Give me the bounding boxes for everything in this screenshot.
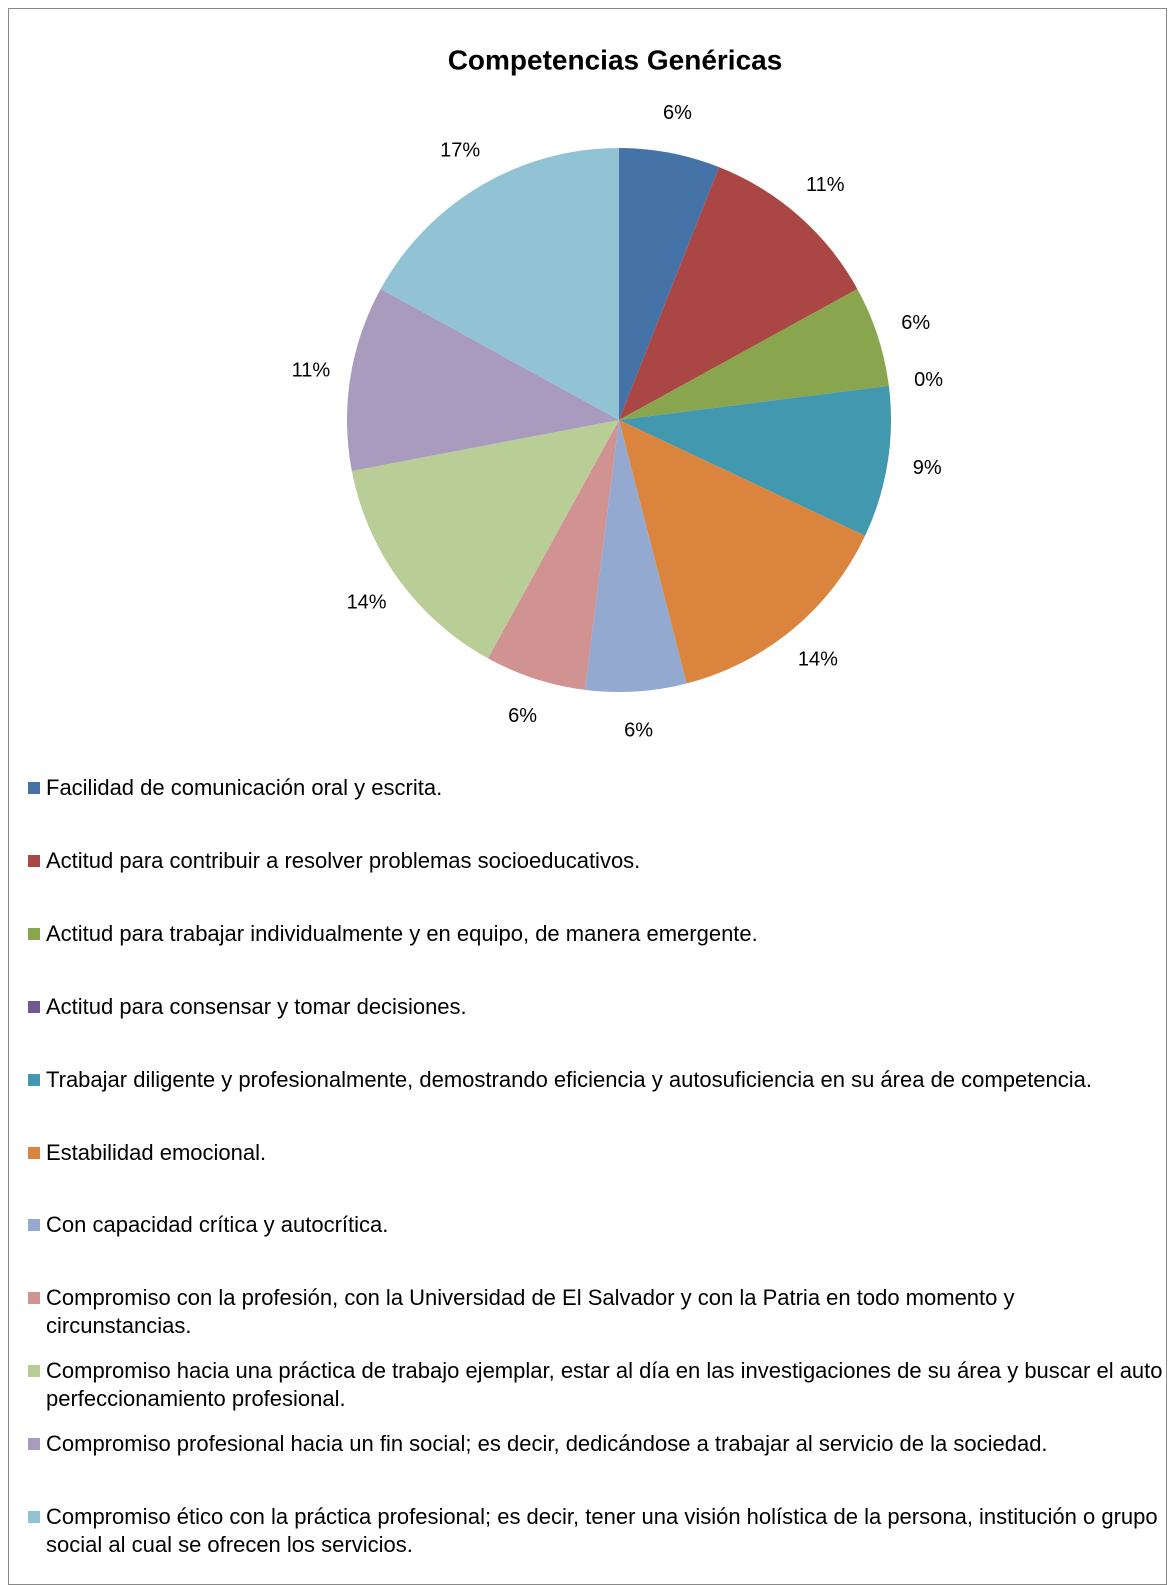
pie-slice bbox=[619, 288, 889, 420]
pie-slice bbox=[619, 148, 720, 420]
pie-slice bbox=[380, 148, 619, 420]
pie-slice bbox=[351, 420, 619, 659]
pie-slice bbox=[619, 385, 892, 536]
legend-item: Compromiso con la profesión, con la Univ… bbox=[24, 1284, 1166, 1340]
data-label: 11% bbox=[806, 174, 845, 196]
chart-title: Competencias Genéricas bbox=[448, 44, 783, 75]
legend-label: Actitud para contribuir a resolver probl… bbox=[46, 847, 641, 873]
legend-label: Actitud para consensar y tomar decisione… bbox=[46, 993, 467, 1019]
data-label: 14% bbox=[798, 649, 838, 671]
legend-swatch bbox=[28, 1146, 40, 1159]
legend-item: Facilidad de comunicación oral y escrita… bbox=[24, 774, 1166, 802]
legend-label: Actitud para trabajar individualmente y … bbox=[46, 920, 758, 946]
legend-item: Trabajar diligente y profesionalmente, d… bbox=[24, 1066, 1166, 1094]
legend-swatch bbox=[28, 1438, 40, 1451]
legend-label: Trabajar diligente y profesionalmente, d… bbox=[46, 1066, 1093, 1092]
legend-swatch bbox=[28, 1511, 40, 1523]
legend-item: Compromiso profesional hacia un fin soci… bbox=[24, 1430, 1166, 1458]
data-label: 11% bbox=[292, 359, 331, 381]
legend-swatch bbox=[28, 1365, 40, 1378]
legend-swatch bbox=[28, 927, 40, 940]
legend-item: Compromiso hacia una práctica de trabajo… bbox=[24, 1357, 1166, 1413]
legend-swatch bbox=[28, 854, 40, 867]
legend-swatch bbox=[28, 1073, 40, 1086]
legend-label: Compromiso con la profesión, con la Univ… bbox=[46, 1285, 1015, 1339]
pie-slice bbox=[584, 420, 687, 693]
data-label: 14% bbox=[347, 592, 387, 614]
legend-label: Compromiso ético con la práctica profesi… bbox=[46, 1504, 1158, 1557]
legend-swatch bbox=[28, 1219, 40, 1232]
legend-swatch bbox=[28, 1000, 40, 1013]
data-label: 6% bbox=[901, 312, 930, 334]
legend-label: Compromiso profesional hacia un fin soci… bbox=[46, 1431, 1048, 1457]
legend-item: Compromiso ético con la práctica profesi… bbox=[24, 1503, 1166, 1559]
pie-slice bbox=[347, 288, 619, 471]
legend-swatch bbox=[28, 782, 40, 794]
legend-item: Con capacidad crítica y autocrítica. bbox=[24, 1211, 1166, 1239]
data-label: 6% bbox=[508, 705, 537, 727]
legend-label: Estabilidad emocional. bbox=[46, 1139, 267, 1165]
data-label: 6% bbox=[624, 720, 653, 742]
legend-item: Estabilidad emocional. bbox=[24, 1139, 1166, 1167]
legend-swatch bbox=[28, 1292, 40, 1305]
legend-label: Compromiso hacia una práctica de trabajo… bbox=[46, 1358, 1163, 1412]
legend-label: Facilidad de comunicación oral y escrita… bbox=[46, 775, 443, 800]
legend-item: Actitud para trabajar individualmente y … bbox=[24, 920, 1166, 948]
pie-slice bbox=[487, 420, 619, 690]
pie-slice bbox=[619, 420, 866, 684]
data-label: 6% bbox=[663, 102, 692, 124]
data-label: 0% bbox=[914, 369, 943, 391]
data-label: 9% bbox=[913, 457, 942, 479]
data-label: 17% bbox=[440, 140, 480, 162]
legend-label: Con capacidad crítica y autocrítica. bbox=[46, 1212, 389, 1238]
legend-item: Actitud para contribuir a resolver probl… bbox=[24, 847, 1166, 875]
pie-slice bbox=[619, 167, 858, 420]
legend-item: Actitud para consensar y tomar decisione… bbox=[24, 993, 1166, 1021]
